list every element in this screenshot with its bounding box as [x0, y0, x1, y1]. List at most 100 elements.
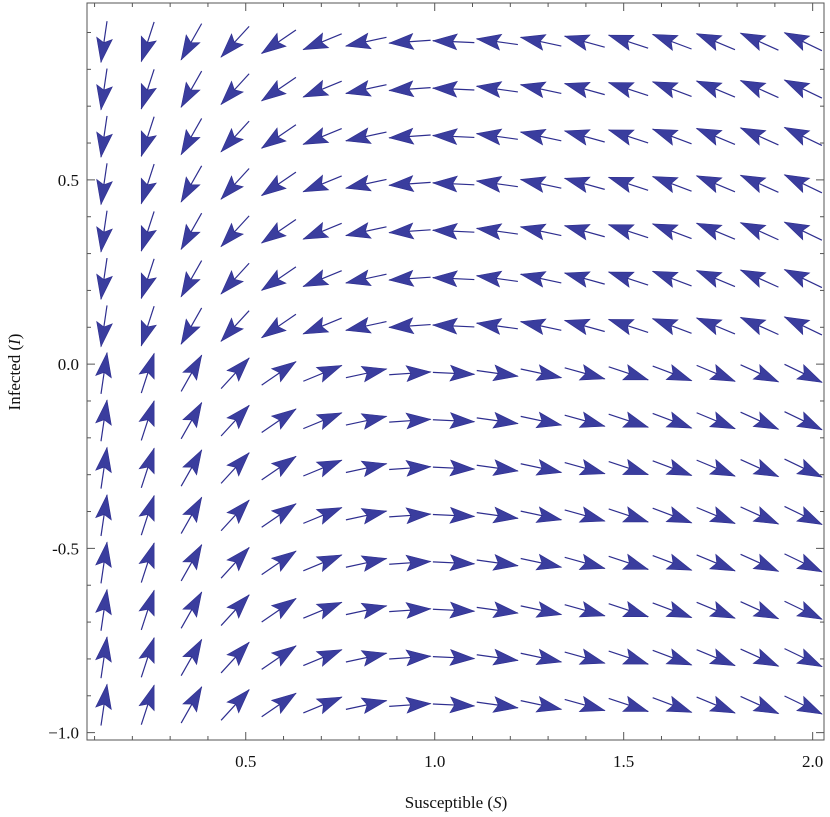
field-arrow [180, 496, 203, 534]
field-arrow [476, 696, 519, 713]
field-arrow-head [360, 413, 388, 430]
field-arrow-head [622, 411, 650, 428]
field-arrow-head [783, 316, 811, 336]
field-arrow [180, 354, 203, 392]
field-arrow [652, 648, 693, 666]
field-arrow-head [405, 365, 432, 383]
field-arrow-head [315, 507, 343, 525]
field-arrow [563, 34, 605, 51]
field-arrow [180, 260, 203, 298]
field-arrow-head [607, 177, 635, 194]
field-arrow [652, 458, 693, 476]
field-arrow-head [220, 222, 244, 248]
field-arrow-head [563, 129, 591, 146]
x-axis-label: Susceptible (S) [405, 793, 507, 812]
field-arrow-head [563, 82, 591, 99]
field-arrow-head [95, 636, 112, 663]
field-arrow-head [492, 648, 519, 666]
field-arrow-head [405, 507, 432, 525]
field-arrow-head [95, 446, 112, 474]
field-arrow-head [180, 318, 201, 345]
field-arrow [260, 266, 297, 291]
field-arrow-head [651, 318, 679, 336]
field-arrow-head [492, 459, 519, 476]
field-arrow [389, 507, 432, 525]
y-tick-label: -0.5 [52, 539, 79, 558]
field-arrow-head [138, 494, 155, 522]
field-arrow [261, 503, 297, 528]
field-arrow [564, 601, 606, 618]
field-arrow [520, 411, 563, 429]
field-arrow-head [182, 449, 203, 476]
field-arrow [475, 33, 518, 51]
field-arrow [607, 176, 649, 194]
field-arrow-head [783, 221, 811, 241]
field-arrow [138, 636, 155, 678]
field-arrow [389, 412, 432, 430]
field-arrow [431, 128, 475, 146]
field-arrow [180, 23, 203, 61]
field-arrow-head [180, 176, 201, 203]
field-arrow [432, 459, 476, 477]
field-arrow [261, 408, 297, 433]
field-arrow [740, 553, 780, 572]
field-arrow-head [431, 317, 458, 335]
field-arrow-head [796, 364, 823, 383]
field-arrow-head [535, 506, 563, 523]
field-arrow [608, 411, 650, 428]
field-arrow [95, 351, 112, 394]
field-arrow [432, 649, 476, 666]
field-arrow-head [535, 364, 563, 381]
field-arrow-head [708, 458, 736, 477]
field-arrow-head [783, 79, 811, 99]
field-arrow-head [519, 81, 547, 99]
field-arrow [739, 127, 779, 146]
field-arrow [140, 163, 157, 205]
field-arrow [519, 271, 562, 288]
field-arrow-head [665, 648, 693, 666]
field-arrow [432, 696, 476, 714]
field-arrow [345, 602, 388, 620]
field-arrow-head [270, 692, 297, 715]
field-arrow [476, 601, 519, 619]
field-arrow-head [578, 553, 606, 570]
field-arrow-head [180, 223, 201, 251]
field-arrow-head [405, 459, 432, 477]
field-arrow [520, 364, 563, 381]
field-arrow [564, 695, 606, 713]
field-arrow-head [431, 128, 458, 146]
field-arrow [345, 650, 388, 667]
field-arrow [220, 120, 250, 153]
field-arrow-head [708, 648, 736, 666]
field-arrow [96, 305, 113, 348]
field-arrow-head [96, 131, 113, 158]
field-arrow [519, 318, 562, 336]
field-arrow-head [95, 541, 112, 568]
field-arrow [696, 458, 736, 477]
field-arrow [389, 649, 432, 667]
field-arrow [388, 222, 431, 240]
field-arrow-head [449, 696, 476, 714]
field-arrow [388, 80, 431, 98]
field-arrow-head [783, 174, 811, 194]
field-arrow-head [651, 223, 679, 241]
field-arrow [389, 365, 432, 383]
field-arrow-head [260, 269, 287, 291]
field-arrow [696, 648, 736, 667]
field-arrow-head [535, 459, 563, 476]
field-arrow [651, 81, 692, 99]
field-arrow-head [752, 553, 780, 572]
field-arrow [564, 364, 606, 381]
field-arrow [475, 176, 518, 193]
field-arrow-head [138, 684, 155, 712]
field-arrow [260, 124, 297, 149]
field-arrow [389, 602, 432, 619]
field-arrow-head [695, 270, 723, 288]
field-arrow [140, 258, 157, 300]
field-arrow [140, 306, 157, 347]
field-arrow [476, 506, 519, 524]
field-arrow [302, 174, 342, 193]
field-arrow-head [388, 175, 415, 192]
field-arrow-head [651, 34, 679, 51]
field-arrow [95, 493, 112, 537]
